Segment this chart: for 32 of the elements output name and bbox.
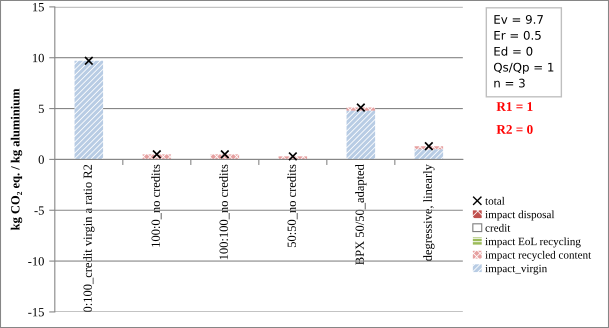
- y-tick-label: 10: [32, 54, 44, 62]
- legend-label: total: [485, 196, 505, 205]
- y-tick-label: -10: [28, 257, 44, 266]
- point: [288, 152, 298, 161]
- point: [220, 150, 230, 159]
- x-tick-label: 50:50_no credits: [287, 164, 298, 248]
- y-axis-title: kg CO₂ eq. / kg aluminium: [10, 88, 22, 230]
- bar: [346, 110, 376, 160]
- point: [356, 102, 366, 112]
- x-tick-label: BPX 50/50_adapted: [355, 164, 366, 265]
- x-tick-label: 100:0_no credits: [151, 164, 162, 247]
- legend-label: impact recycled content: [485, 250, 592, 261]
- point: [84, 56, 94, 66]
- y-tick-label: 0: [38, 155, 44, 164]
- legend-label: impact disposal: [485, 210, 554, 220]
- legend-label: impact_virgin: [485, 264, 548, 274]
- y-tick-label: -5: [34, 206, 44, 215]
- text: R1 = 1: [496, 102, 532, 111]
- text: Ev = 9.7 Er = 0.5 Ed = 0 Qs/Qp = 1 n = 3: [494, 14, 554, 88]
- x-tick-label: 0:100_credit virgin a ratio R2: [83, 164, 94, 312]
- y-tick-label: 15: [32, 2, 44, 12]
- point: [424, 142, 434, 151]
- legend-label: credit: [485, 224, 510, 232]
- x-tick-label: degressive, linearly: [423, 164, 435, 261]
- bar: [414, 149, 444, 160]
- y-tick-label: -15: [28, 308, 44, 316]
- legend-label: impact EoL recycling: [485, 237, 581, 248]
- text: R2 = 0: [496, 125, 533, 134]
- x-tick-label: 100:100_no credits: [219, 164, 230, 260]
- point: [152, 150, 162, 159]
- y-tick-label: 5: [38, 104, 44, 114]
- bar: [74, 60, 104, 160]
